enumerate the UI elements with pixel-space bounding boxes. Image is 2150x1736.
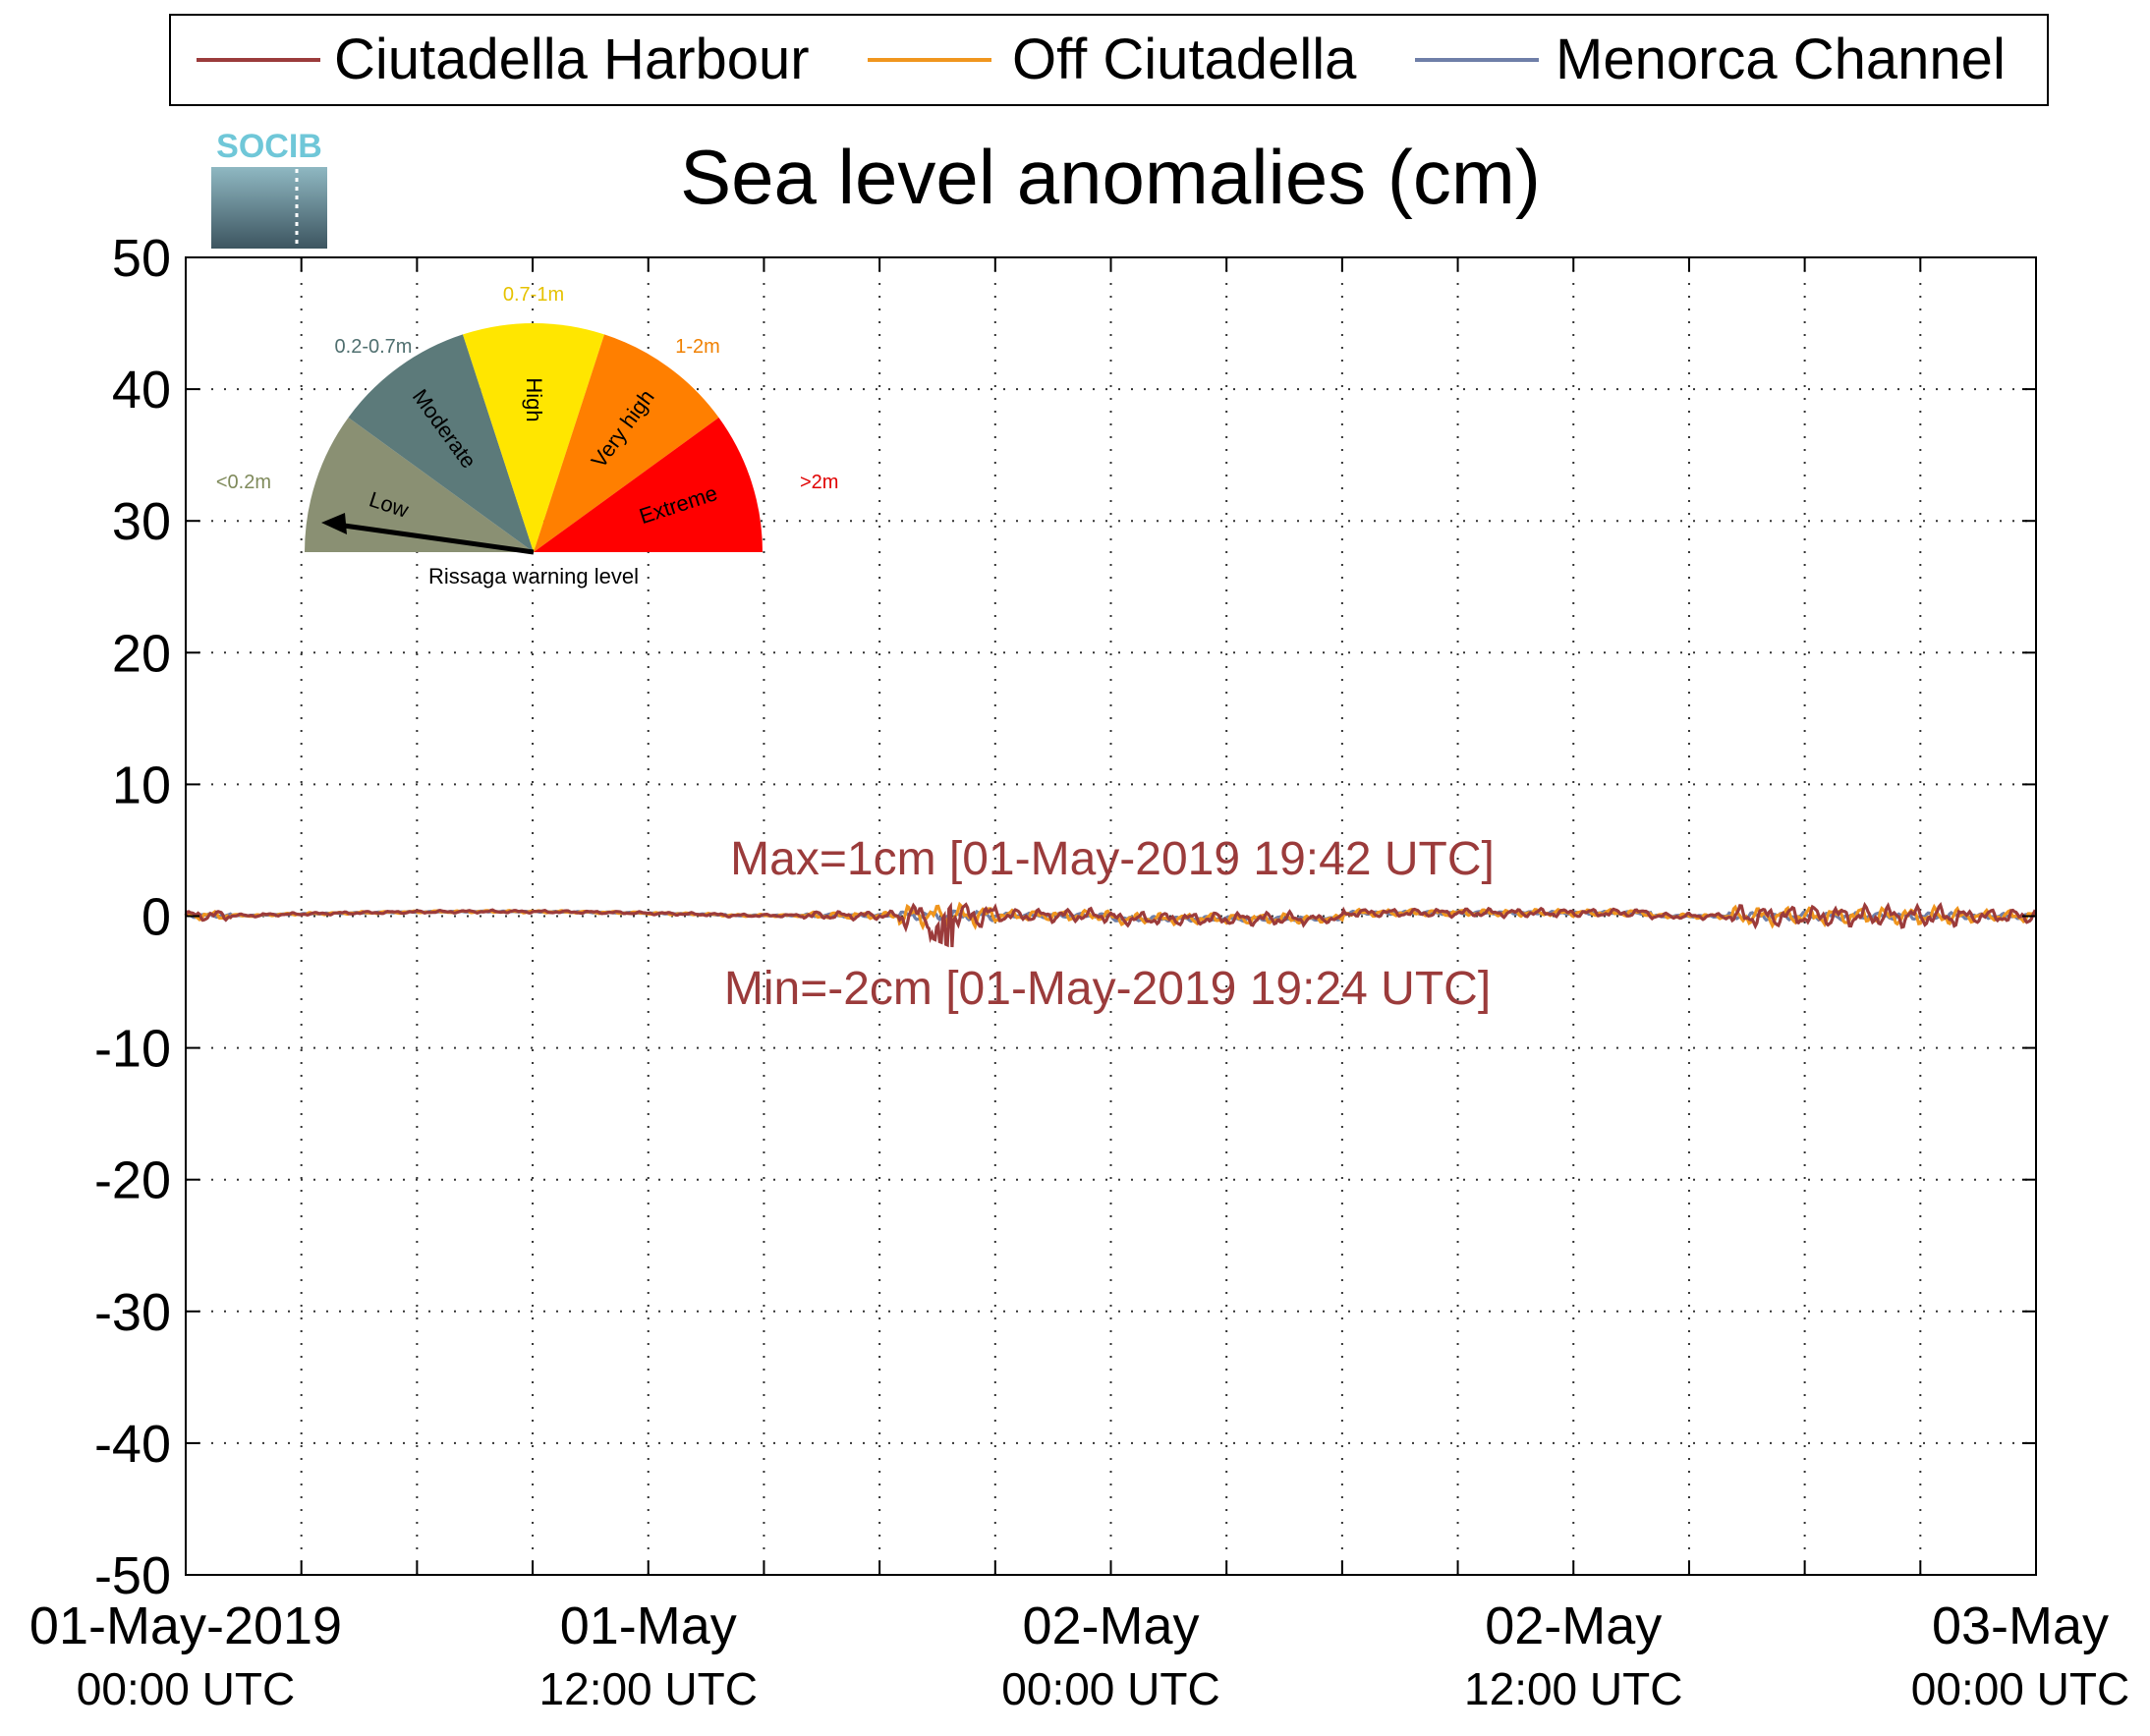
gauge-range-label: 1-2m — [675, 336, 720, 358]
y-tick-label: 40 — [112, 361, 171, 420]
y-tick-label: -30 — [94, 1283, 171, 1342]
gauge-segment — [463, 322, 604, 552]
legend-box — [169, 14, 2049, 106]
gauge-needle-arrow — [321, 513, 347, 534]
x-tick-label: 01-May-2019 — [29, 1596, 342, 1655]
x-tick-label: 02-May — [1022, 1596, 1199, 1655]
legend-label: Off Ciutadella — [1012, 28, 1357, 91]
gauge-segment — [534, 334, 719, 552]
x-tick-label: 01-May — [560, 1596, 737, 1655]
x-tick-label: 03-May — [1932, 1596, 2109, 1655]
gauge-range-label: >2m — [800, 472, 838, 493]
gauge-range-label: 0.7-1m — [503, 284, 564, 306]
y-tick-label: -40 — [94, 1415, 171, 1474]
y-axis: 50 40 30 20 10 0 -10 -20 -30 -40 -50 — [94, 229, 2036, 1605]
gauge-range-label: 0.2-0.7m — [335, 336, 413, 358]
x-tick-label: 02-May — [1485, 1596, 1662, 1655]
x-tick-label-time: 00:00 UTC — [77, 1663, 295, 1714]
chart-title: Sea level anomalies (cm) — [680, 134, 1541, 220]
y-tick-label: -10 — [94, 1020, 171, 1079]
x-tick-label-time: 12:00 UTC — [1464, 1663, 1682, 1714]
gauge-caption: Rissaga warning level — [428, 564, 639, 588]
x-tick-label-time: 00:00 UTC — [1911, 1663, 2129, 1714]
logo-text: SOCIB — [216, 128, 322, 165]
series-lines — [184, 901, 2038, 948]
y-tick-label: -20 — [94, 1151, 171, 1210]
series-line-ciutadella-harbour — [184, 901, 2038, 948]
y-tick-label: 0 — [141, 888, 171, 947]
legend-label: Ciutadella Harbour — [334, 28, 810, 91]
x-tick-label-time: 00:00 UTC — [1001, 1663, 1219, 1714]
y-tick-label: 50 — [112, 229, 171, 288]
y-tick-label: 30 — [112, 492, 171, 551]
gauge-segment-label: High — [522, 377, 546, 421]
x-tick-label-time: 12:00 UTC — [539, 1663, 758, 1714]
y-tick-label: 10 — [112, 756, 171, 814]
y-tick-label: 20 — [112, 624, 171, 683]
y-tick-label: -50 — [94, 1546, 171, 1605]
x-axis: 01-May-2019 00:00 UTC 01-May 12:00 UTC 02-Ma… — [29, 257, 2129, 1714]
socib-logo: SOCIB — [211, 128, 327, 249]
legend: Ciutadella Harbour Off Ciutadella Menorca … — [169, 14, 2049, 106]
gauge-segment — [534, 418, 763, 552]
gauge-needle — [336, 522, 535, 555]
gauge-segment — [305, 418, 534, 552]
max-annotation: Max=1cm [01-May-2019 19:42 UTC] — [730, 833, 1495, 885]
gauge-range-label: <0.2m — [216, 472, 271, 493]
legend-label: Menorca Channel — [1556, 28, 2006, 91]
gauge-segment — [348, 334, 534, 552]
min-annotation: Min=-2cm [01-May-2019 19:24 UTC] — [724, 963, 1491, 1015]
